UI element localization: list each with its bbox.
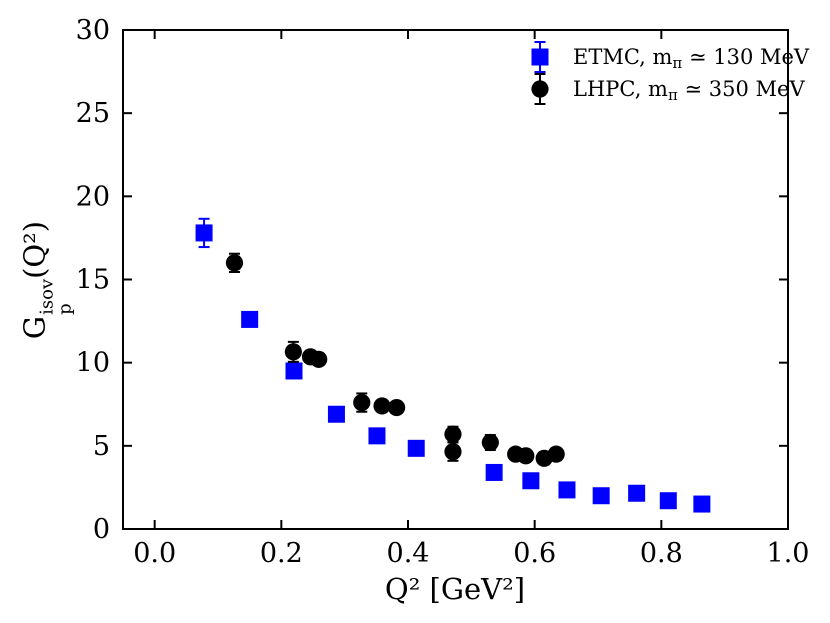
etmc-data-point [485,463,503,481]
y-tick-label: 30 [76,15,110,46]
etmc-data-point [592,487,610,505]
y-label-subscript: p [54,303,76,315]
etmc-data-point [522,472,540,490]
lhpc-data-point [444,425,462,443]
lhpc-data-point [373,397,391,415]
etmc-data-point [659,492,677,510]
y-tick-label: 15 [76,265,110,296]
y-tick-label: 25 [76,98,110,129]
y-label-base: G [17,315,52,340]
etmc-data-point [368,427,386,445]
lhpc-data-point [353,393,371,412]
lhpc-data-point [547,445,565,463]
x-tick-label: 0.4 [387,538,430,569]
lhpc-data-point [517,447,535,465]
etmc-data-point [628,484,646,502]
x-axis-label: Q² [GeV²] [384,572,526,606]
etmc-data-point [693,495,711,513]
legend-marker-circle [531,80,549,98]
plot-frame [122,29,789,530]
legend-label: ETMC, mπ ≃ 130 MeV [573,45,810,72]
etmc-data-point [195,224,213,242]
lhpc-data-point [388,398,406,417]
y-tick-label: 10 [76,348,110,379]
legend-label: LHPC, mπ ≃ 350 MeV [573,77,805,104]
lhpc-data-point [284,343,302,361]
x-tick-label: 0.6 [513,538,556,569]
etmc-data-point [241,310,259,328]
lhpc-data-point [444,443,462,461]
x-tick-label: 0.0 [133,538,176,569]
x-tick-label: 1.0 [767,538,810,569]
etmc-data-point [558,481,576,499]
etmc-data-point [327,405,345,423]
etmc-data-point [407,439,425,457]
y-tick-label: 20 [76,181,110,212]
y-tick-label: 5 [93,431,110,462]
lhpc-data-point [481,433,499,452]
legend-marker-square [531,48,549,66]
etmc-data-point [285,362,303,380]
x-tick-label: 0.2 [260,538,303,569]
y-tick-label: 0 [93,514,110,545]
y-label-rest: (Q²) [17,220,52,279]
lhpc-data-point [310,350,328,368]
lhpc-data-point [225,254,244,272]
x-tick-label: 0.8 [640,538,683,569]
